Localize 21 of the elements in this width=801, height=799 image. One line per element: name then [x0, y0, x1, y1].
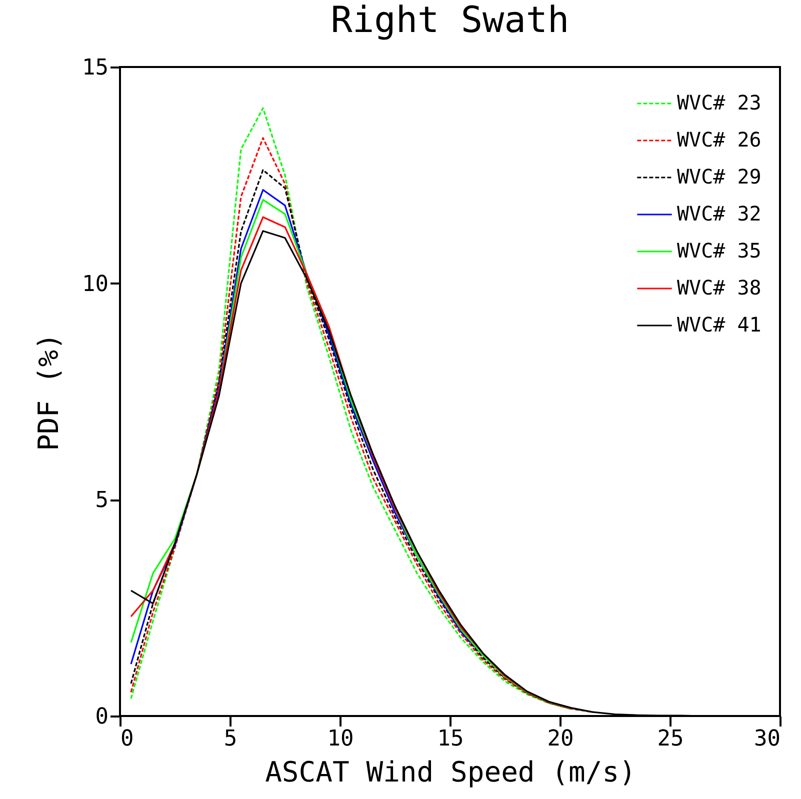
x-tick-label: 30	[754, 726, 780, 752]
legend-label: WVC# 26	[677, 128, 762, 152]
legend-label: WVC# 35	[677, 238, 762, 262]
legend-label: WVC# 38	[677, 276, 762, 300]
y-tick-label: 10	[82, 272, 108, 297]
x-tick-label: 10	[327, 726, 354, 752]
y-tick-label: 0	[95, 704, 108, 730]
legend-label: WVC# 41	[677, 312, 762, 336]
y-tick-label: 5	[95, 488, 108, 514]
x-tick-label: 20	[547, 726, 574, 752]
x-tick-label: 15	[437, 726, 464, 752]
legend-label: WVC# 29	[677, 164, 762, 188]
legend-label: WVC# 32	[677, 202, 762, 226]
x-axis-title: ASCAT Wind Speed (m/s)	[265, 756, 636, 788]
chart-title: Right Swath	[330, 0, 570, 41]
legend-label: WVC# 23	[677, 90, 762, 114]
y-axis-title: PDF (%)	[32, 332, 66, 452]
x-tick-label: 5	[224, 726, 238, 752]
y-tick-label: 15	[82, 56, 108, 80]
x-tick-label: 0	[120, 726, 134, 752]
x-tick-label: 25	[657, 726, 684, 752]
